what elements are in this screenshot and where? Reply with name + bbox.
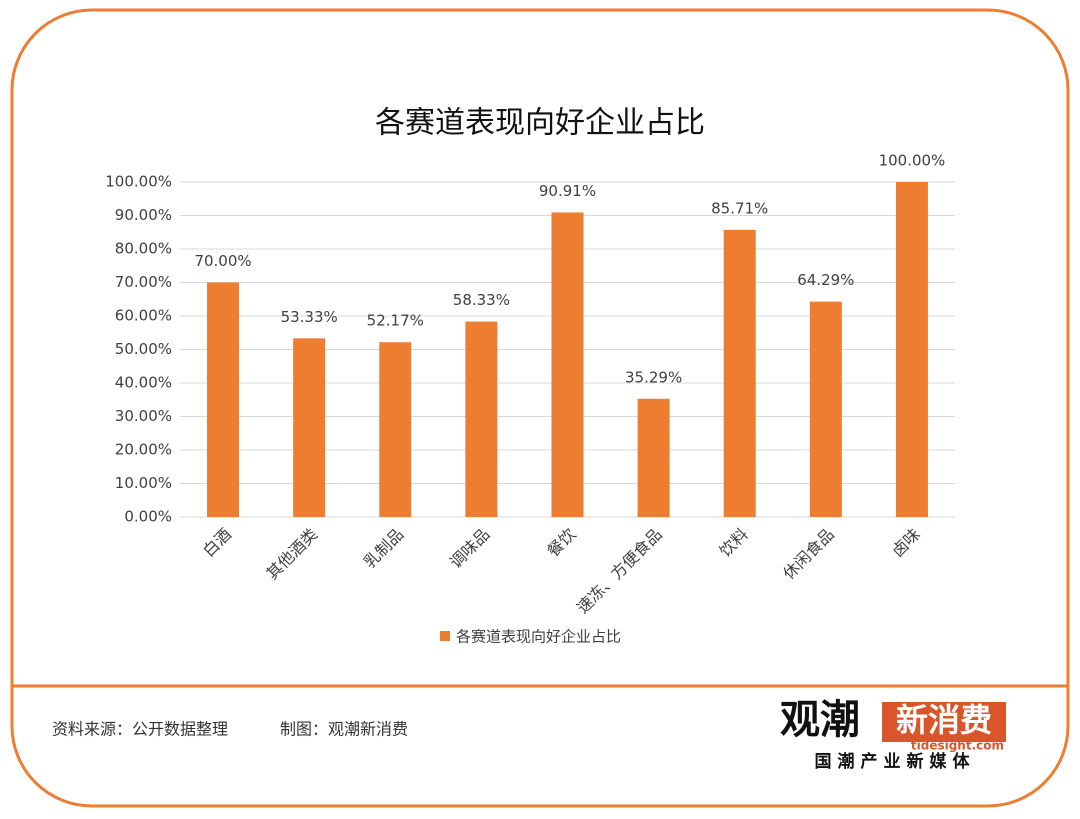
y-tick-label: 100.00%: [105, 173, 172, 191]
logo-badge: [882, 702, 1006, 742]
value-label: 85.71%: [711, 199, 768, 217]
value-label: 90.91%: [539, 182, 596, 200]
bar: [293, 338, 326, 517]
value-label: 100.00%: [879, 152, 946, 170]
value-label: 70.00%: [194, 252, 251, 270]
bar: [207, 282, 240, 517]
value-label: 35.29%: [625, 368, 682, 386]
bar: [379, 342, 412, 517]
logo: 观潮 新消费 tidesight.com 国潮产业新媒体: [780, 697, 1006, 772]
legend-label: 各赛道表现向好企业占比: [456, 628, 621, 646]
y-tick-label: 0.00%: [124, 508, 172, 526]
value-label: 52.17%: [367, 312, 424, 330]
footer-source: 资料来源：公开数据整理: [52, 720, 228, 739]
y-tick-label: 40.00%: [115, 374, 172, 392]
y-tick-label: 90.00%: [115, 206, 172, 224]
y-tick-label: 30.00%: [115, 407, 172, 425]
bar: [551, 212, 584, 517]
chart-title: 各赛道表现向好企业占比: [375, 106, 705, 141]
bar: [723, 229, 756, 517]
value-label: 64.29%: [797, 271, 854, 289]
y-tick-label: 60.00%: [115, 307, 172, 325]
bar: [809, 301, 842, 517]
logo-url: tidesight.com: [911, 739, 1004, 753]
logo-slogan: 国潮产业新媒体: [815, 751, 976, 772]
y-tick-label: 10.00%: [115, 474, 172, 492]
y-tick-label: 70.00%: [115, 273, 172, 291]
frame: [10, 8, 1070, 808]
logo-brand: 新消费: [896, 701, 992, 739]
value-label: 58.33%: [453, 291, 510, 309]
y-tick-label: 80.00%: [115, 240, 172, 258]
footer-credit: 制图：观潮新消费: [280, 720, 408, 739]
logo-name: 观潮: [780, 697, 860, 743]
y-tick-label: 50.00%: [115, 340, 172, 358]
bar: [895, 182, 928, 517]
value-label: 53.33%: [281, 308, 338, 326]
y-tick-label: 20.00%: [115, 441, 172, 459]
bar: [465, 321, 498, 517]
bar: [637, 398, 670, 517]
legend-swatch: [440, 631, 450, 641]
